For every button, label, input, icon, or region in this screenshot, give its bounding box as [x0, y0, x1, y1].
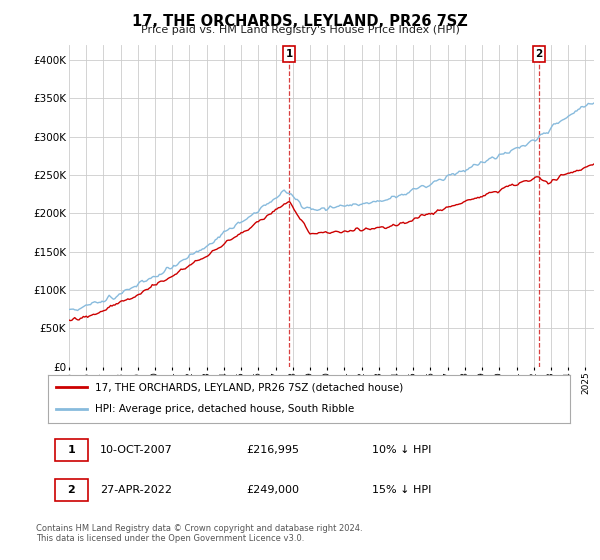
Text: Contains HM Land Registry data © Crown copyright and database right 2024.
This d: Contains HM Land Registry data © Crown c…	[36, 524, 362, 543]
Text: 1: 1	[68, 445, 76, 455]
Text: HPI: Average price, detached house, South Ribble: HPI: Average price, detached house, Sout…	[95, 404, 354, 414]
FancyBboxPatch shape	[55, 479, 88, 501]
Text: 15% ↓ HPI: 15% ↓ HPI	[371, 486, 431, 495]
Text: 17, THE ORCHARDS, LEYLAND, PR26 7SZ (detached house): 17, THE ORCHARDS, LEYLAND, PR26 7SZ (det…	[95, 382, 403, 392]
Text: £216,995: £216,995	[247, 445, 299, 455]
Text: 17, THE ORCHARDS, LEYLAND, PR26 7SZ: 17, THE ORCHARDS, LEYLAND, PR26 7SZ	[132, 14, 468, 29]
Text: 10% ↓ HPI: 10% ↓ HPI	[371, 445, 431, 455]
Text: Price paid vs. HM Land Registry's House Price Index (HPI): Price paid vs. HM Land Registry's House …	[140, 25, 460, 35]
Text: 27-APR-2022: 27-APR-2022	[100, 486, 172, 495]
FancyBboxPatch shape	[55, 438, 88, 461]
Text: £249,000: £249,000	[247, 486, 299, 495]
Text: 2: 2	[535, 49, 543, 59]
Text: 2: 2	[68, 486, 76, 495]
Text: 1: 1	[286, 49, 293, 59]
Text: 10-OCT-2007: 10-OCT-2007	[100, 445, 173, 455]
